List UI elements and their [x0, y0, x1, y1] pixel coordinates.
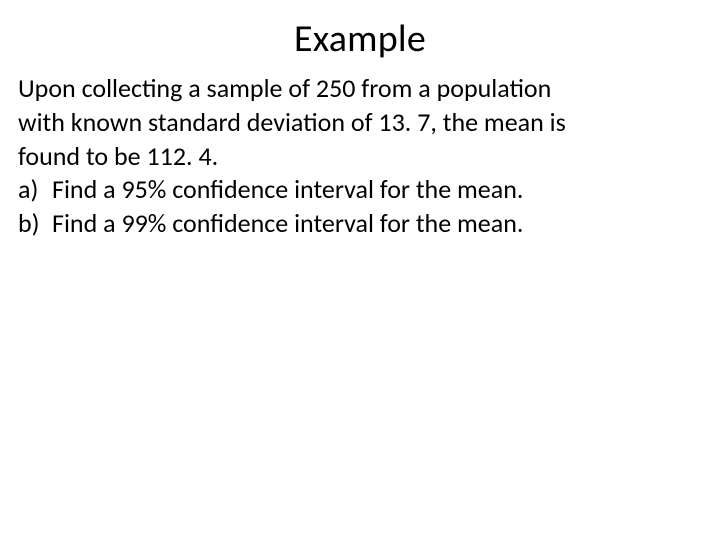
list-item-a: a) Find a 95% confidence interval for th… [18, 173, 702, 207]
slide: Example Upon collecting a sample of 250 … [0, 0, 720, 540]
intro-line-1: Upon collecting a sample of 250 from a p… [18, 72, 551, 104]
list-content: Find a 99% confidence interval for the m… [52, 207, 702, 241]
list-item-b: b) Find a 99% confidence interval for th… [18, 207, 702, 241]
intro-line-2: with known standard deviation of 13. 7, … [18, 106, 566, 138]
list-marker: b) [18, 207, 52, 241]
intro-line-3: found to be 112. 4. [18, 140, 218, 172]
intro-paragraph: Upon collecting a sample of 250 from a p… [18, 72, 702, 173]
list-marker: a) [18, 173, 52, 207]
body-content: Upon collecting a sample of 250 from a p… [18, 72, 702, 241]
slide-title: Example [18, 16, 702, 62]
list-content: Find a 95% confidence interval for the m… [52, 173, 702, 207]
